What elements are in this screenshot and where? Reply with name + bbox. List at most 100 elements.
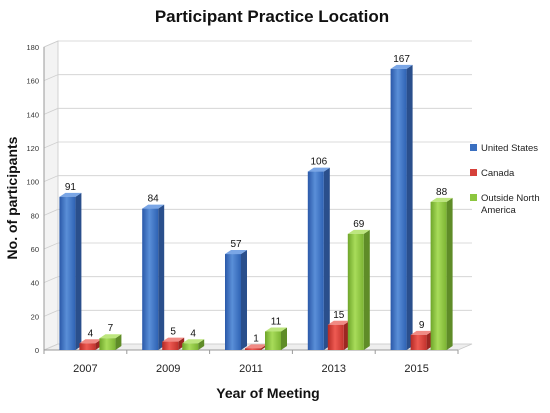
x-tick-label: 2007 [73, 363, 97, 375]
data-label-united-states-2011: 57 [230, 239, 242, 250]
bar-top [327, 320, 350, 325]
bar-top [79, 339, 102, 344]
data-label-canada-2015: 9 [419, 320, 425, 331]
legend-swatch-outside-north-america [470, 194, 477, 201]
gridline [43, 141, 472, 149]
bar-top [347, 229, 370, 234]
bar-united-states-2011 [225, 250, 247, 350]
gridline [43, 309, 472, 317]
data-label-united-states-2015: 167 [393, 54, 410, 65]
bar-front [162, 341, 179, 350]
bar-top [162, 337, 185, 342]
y-tick-label: 60 [31, 245, 39, 254]
bar-front [59, 196, 76, 350]
data-label-canada-2009: 5 [170, 327, 176, 338]
bar-top [430, 197, 453, 202]
bar-front [307, 171, 324, 350]
legend-label-canada: Canada [481, 168, 515, 179]
y-tick-label: 100 [26, 178, 39, 187]
legend-swatch-canada [470, 169, 477, 176]
chart-title: Participant Practice Location [155, 7, 389, 26]
bar-side [281, 327, 287, 350]
bar-side [323, 167, 330, 350]
y-tick-label: 20 [31, 312, 39, 321]
bar-united-states-2013 [307, 167, 330, 350]
bar-side [446, 197, 453, 350]
y-tick-label: 0 [35, 346, 39, 355]
bar-canada-2009 [162, 337, 185, 350]
bar-front [225, 254, 241, 350]
x-tick-label: 2013 [322, 363, 346, 375]
x-tick-label: 2011 [239, 363, 263, 375]
bar-side [75, 192, 82, 350]
bar-side [158, 204, 165, 350]
bar-united-states-2007 [59, 192, 82, 350]
bar-top [142, 204, 165, 209]
bar-front [347, 233, 364, 350]
bar-outside-north-america-2013 [347, 229, 370, 350]
bar-top [265, 327, 287, 332]
bar-side [115, 334, 122, 350]
bar-top [182, 339, 205, 344]
bar-front [99, 338, 116, 350]
bar-outside-north-america-2007 [99, 334, 122, 350]
bar-top [307, 167, 330, 172]
bar-top [225, 250, 247, 255]
data-label-canada-2013: 15 [333, 310, 345, 321]
bar-outside-north-america-2011 [265, 327, 287, 350]
bar-side [198, 339, 205, 350]
x-tick-label: 2009 [156, 363, 180, 375]
legend-label-united-states: United States [481, 143, 538, 154]
bar-front [410, 334, 427, 350]
data-label-canada-2011: 1 [253, 333, 259, 344]
bar-united-states-2009 [142, 204, 165, 350]
legend: United States Canada Outside North Americ… [470, 143, 540, 216]
bar-united-states-2015 [390, 64, 413, 350]
data-label-outside-north-america-2013: 69 [353, 219, 365, 230]
x-tick-label: 2015 [404, 363, 428, 375]
y-tick-label: 80 [31, 211, 39, 220]
bar-canada-2015 [410, 330, 433, 350]
gridline [43, 40, 472, 48]
gridline [43, 276, 472, 284]
bar-top [390, 64, 413, 69]
gridlines [43, 40, 472, 351]
bar-outside-north-america-2009 [182, 339, 205, 350]
bar-top [99, 334, 122, 339]
gridline [43, 74, 472, 82]
bar-front [265, 331, 281, 350]
bar-top [410, 330, 433, 335]
y-tick-label: 40 [31, 279, 39, 288]
data-label-outside-north-america-2007: 7 [108, 323, 114, 334]
data-label-outside-north-america-2009: 4 [190, 328, 196, 339]
gridline [43, 107, 472, 115]
y-tick-label: 120 [26, 144, 39, 153]
gridline [43, 208, 472, 216]
data-label-united-states-2009: 84 [148, 194, 160, 205]
side-wall [43, 40, 59, 351]
legend-swatch-united-states [470, 144, 477, 151]
x-axis-title: Year of Meeting [216, 385, 319, 401]
bar-side [406, 64, 413, 350]
bar-front [327, 324, 344, 350]
gridline [43, 242, 472, 250]
bar-side [363, 229, 370, 350]
bar-front [390, 68, 407, 350]
bar-front [79, 343, 96, 350]
bar-front [245, 348, 261, 350]
bar-front [142, 208, 159, 350]
bar-top [59, 192, 82, 197]
y-tick-label: 160 [26, 77, 39, 86]
data-label-united-states-2013: 106 [310, 157, 327, 168]
bar-front [430, 201, 447, 350]
bar-outside-north-america-2015 [430, 197, 453, 350]
data-label-canada-2007: 4 [88, 328, 94, 339]
data-label-united-states-2007: 91 [65, 182, 77, 193]
y-tick-label: 180 [26, 43, 39, 52]
bar-side [241, 250, 247, 350]
bar-front [182, 343, 199, 350]
data-label-outside-north-america-2015: 88 [436, 187, 448, 198]
